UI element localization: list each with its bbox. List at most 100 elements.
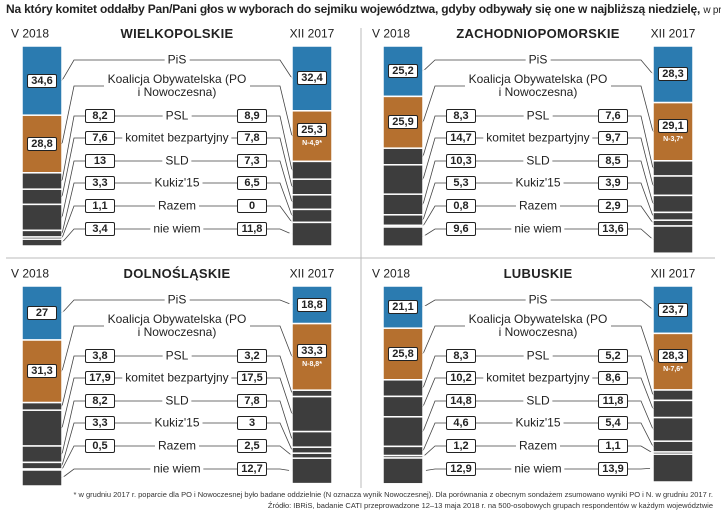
- series-header: V 2018: [371, 266, 411, 281]
- value-label: 7,6: [85, 130, 115, 146]
- connector-dot: [650, 130, 653, 134]
- category-label: PSL: [523, 109, 553, 123]
- connector-dot: [650, 445, 653, 449]
- connector-dot: [650, 393, 653, 397]
- category-label: SLD: [162, 394, 192, 408]
- bar-segment: [291, 395, 333, 433]
- category-label: PiS: [525, 293, 551, 307]
- connector-dot: [289, 391, 292, 395]
- value-label: 17,9: [85, 370, 115, 386]
- bar-segment: [21, 172, 63, 190]
- connector-dot: [423, 178, 426, 181]
- category-label: Koalicja Obywatelska (PO i Nowoczesna): [465, 72, 611, 100]
- bar-segment: [382, 395, 424, 418]
- bar-segment: [291, 194, 333, 211]
- source: Źródło: IBRiS, badanie CATI przeprowadzo…: [267, 501, 713, 510]
- value-label: 0: [237, 198, 267, 214]
- connector-dot: [289, 303, 292, 307]
- value-label: 10,2: [446, 370, 476, 386]
- connector-dot: [289, 232, 292, 236]
- category-label: PiS: [164, 293, 190, 307]
- footnote: * w grudniu 2017 r. poparcie dla PO i No…: [73, 490, 714, 499]
- value-label: 5,2: [598, 348, 628, 364]
- title: Na który komitet oddałby Pan/Pani głos w…: [6, 2, 701, 16]
- value-label: 17,5: [237, 370, 267, 386]
- value-label: 14,7: [446, 130, 476, 146]
- region-title: WIELKOPOLSKIE: [120, 25, 234, 41]
- connector-dot: [650, 308, 653, 312]
- value-label: 8,6: [598, 370, 628, 386]
- connector-dot: [62, 142, 65, 146]
- connector-dot: [289, 76, 292, 80]
- category-label: Kukiz'15: [151, 416, 203, 430]
- value-label: 12,9: [446, 461, 476, 477]
- series-header: XII 2017: [289, 26, 335, 41]
- unit: w proc.: [703, 5, 721, 16]
- category-label: SLD: [523, 394, 553, 408]
- category-label: nie wiem: [511, 222, 565, 236]
- value-note: N-7,6*: [663, 365, 683, 373]
- series-header: V 2018: [10, 266, 50, 281]
- connector-dot: [289, 412, 292, 416]
- value-label: 1,2: [446, 438, 476, 454]
- connector-dot: [650, 360, 653, 364]
- bar-segment: [382, 416, 424, 448]
- connector-dot: [423, 455, 426, 459]
- value-label: 13,9: [598, 461, 628, 477]
- category-label: PiS: [164, 53, 190, 67]
- category-label: Koalicja Obywatelska (PO i Nowoczesna): [104, 72, 250, 100]
- value-label: 8,9: [237, 108, 267, 124]
- bar-segment: [21, 229, 63, 238]
- connector-dot: [650, 221, 653, 225]
- bar-segment: [652, 211, 694, 221]
- bar-segment: [21, 409, 63, 447]
- series-header: XII 2017: [650, 26, 696, 41]
- category-label: SLD: [162, 154, 192, 168]
- connector-dot: [423, 449, 426, 453]
- bar-segment: [291, 160, 333, 180]
- category-label: PSL: [523, 349, 553, 363]
- region-title: LUBUSKIE: [503, 265, 573, 281]
- category-label: komitet bezpartyjny: [483, 371, 593, 385]
- bar-segment: [291, 221, 333, 247]
- value-label: 11,8: [598, 393, 628, 409]
- value-label: 3,3: [85, 175, 115, 191]
- category-label: Razem: [154, 199, 200, 213]
- connector-dot: [423, 405, 426, 409]
- bar-segment: [291, 452, 333, 459]
- value-label: 9,6: [446, 221, 476, 237]
- bar-segment: [382, 193, 424, 216]
- bar-segment: [652, 194, 694, 214]
- connector-dot: [650, 238, 653, 242]
- series-header: XII 2017: [289, 266, 335, 281]
- category-label: komitet bezpartyjny: [483, 131, 593, 145]
- bar-segment: [652, 416, 694, 442]
- connector-dot: [423, 203, 426, 206]
- value-label: 13,6: [598, 221, 628, 237]
- bar-segment: [291, 446, 333, 454]
- connector-dot: [650, 427, 653, 431]
- category-label: Razem: [515, 439, 561, 453]
- region-title: ZACHODNIOPOMORSKIE: [456, 25, 620, 41]
- category-label: Kukiz'15: [512, 176, 564, 190]
- value-label: 3,3: [85, 415, 115, 431]
- value-label: 3,2: [237, 348, 267, 364]
- value-label: 25,8: [388, 346, 418, 362]
- connector-dot: [289, 214, 292, 218]
- value-label: 27: [27, 305, 57, 321]
- connector-dot: [289, 134, 292, 138]
- connector-dot: [423, 218, 426, 222]
- bar-segment: [21, 401, 63, 411]
- value-label: 0,5: [85, 438, 115, 454]
- value-label: 12,7: [237, 461, 267, 477]
- value-note: N-3,7*: [663, 135, 683, 143]
- value-label: 34,6: [27, 73, 57, 88]
- value-label: 28,3: [658, 67, 688, 82]
- value-label: 8,5: [598, 153, 628, 169]
- value-label: 25,2: [388, 64, 418, 79]
- connector-dot: [650, 184, 653, 188]
- region-title: DOLNOŚLĄSKIE: [123, 265, 231, 281]
- bar-segment: [652, 440, 694, 453]
- value-label: 21,1: [388, 300, 418, 315]
- value-label: 32,4: [297, 71, 327, 86]
